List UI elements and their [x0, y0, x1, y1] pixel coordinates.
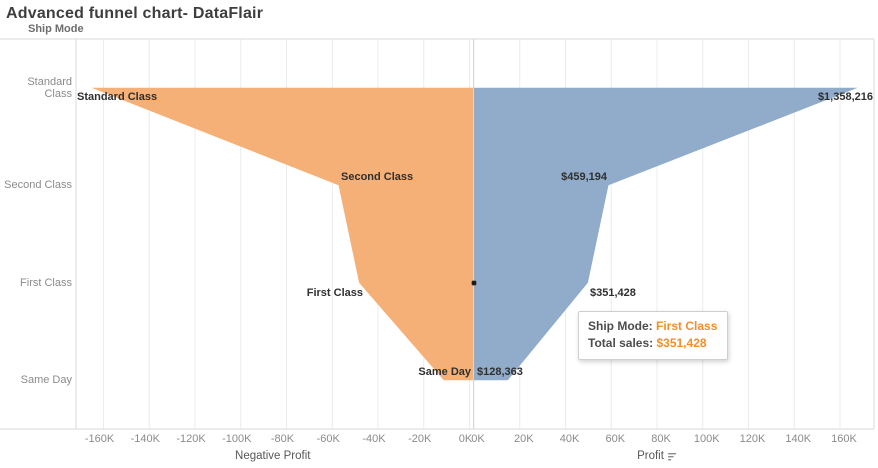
axis-tick-label: 160K — [831, 433, 857, 445]
row-dimension-header[interactable]: Ship Mode — [28, 23, 84, 35]
row-header-second-class[interactable]: Second Class — [4, 179, 72, 192]
row-header-first-class[interactable]: First Class — [20, 276, 72, 289]
axis-tick-label: 120K — [739, 433, 766, 445]
row-header-same-day[interactable]: Same Day — [20, 374, 72, 387]
tooltip-value-ship-mode: First Class — [656, 319, 718, 333]
axis-title-profit: Profit — [637, 450, 677, 462]
mark-label: Standard Class — [77, 91, 158, 103]
tooltip-line-ship-mode: Ship Mode: First Class — [588, 318, 717, 335]
tooltip-label-total-sales: Total sales: — [588, 336, 654, 350]
mark-label: Second Class — [341, 171, 414, 183]
axis-tick-label: -60K — [316, 433, 340, 445]
mark-label: First Class — [306, 287, 363, 299]
axis-tick-label: -160K — [84, 433, 115, 445]
axis-tick-label: -80K — [270, 433, 295, 445]
tooltip: Ship Mode: First Class Total sales: $351… — [578, 311, 729, 360]
mark-label: Same Day — [418, 366, 471, 378]
axis-tick-label: -20K — [408, 433, 432, 445]
tooltip-line-total-sales: Total sales: $351,428 — [588, 335, 717, 352]
axis-tick-label: 80K — [651, 433, 671, 445]
axis-tick-label: -140K — [130, 433, 160, 445]
axis-tick-label: 0K — [458, 433, 473, 445]
sort-descending-icon[interactable] — [667, 452, 677, 461]
tooltip-label-ship-mode: Ship Mode: — [588, 319, 653, 333]
funnel-area-negative-profit[interactable] — [91, 87, 474, 381]
axis-tick-label: -120K — [176, 433, 206, 445]
tooltip-value-total-sales: $351,428 — [656, 336, 707, 350]
axis-tick-label: 20K — [513, 433, 534, 445]
axis-title-right-text: Profit — [637, 450, 664, 462]
mark-label: $128,363 — [477, 366, 523, 378]
axis-tick-label: 60K — [605, 433, 626, 445]
axis-title-negative-profit: Negative Profit — [235, 450, 310, 462]
axis-tick-label: -40K — [362, 433, 386, 445]
axis-tick-label: 140K — [785, 433, 812, 445]
mark-label: $351,428 — [590, 287, 636, 299]
funnel-area-profit[interactable] — [473, 87, 858, 381]
axis-tick-label: 40K — [559, 433, 580, 445]
row-header-standard-class[interactable]: Standard Class — [27, 75, 72, 100]
axis-tick-label: 100K — [693, 433, 720, 445]
mark-label: $1,358,216 — [817, 91, 873, 103]
chart-title: Advanced funnel chart- DataFlair — [6, 5, 264, 22]
mark-label: $459,194 — [561, 171, 607, 183]
axis-tick-label: 0K — [471, 433, 485, 445]
axis-tick-label: -100K — [222, 433, 252, 445]
selected-mark-dot[interactable] — [471, 280, 476, 285]
axis-title-left-text: Negative Profit — [235, 450, 311, 462]
